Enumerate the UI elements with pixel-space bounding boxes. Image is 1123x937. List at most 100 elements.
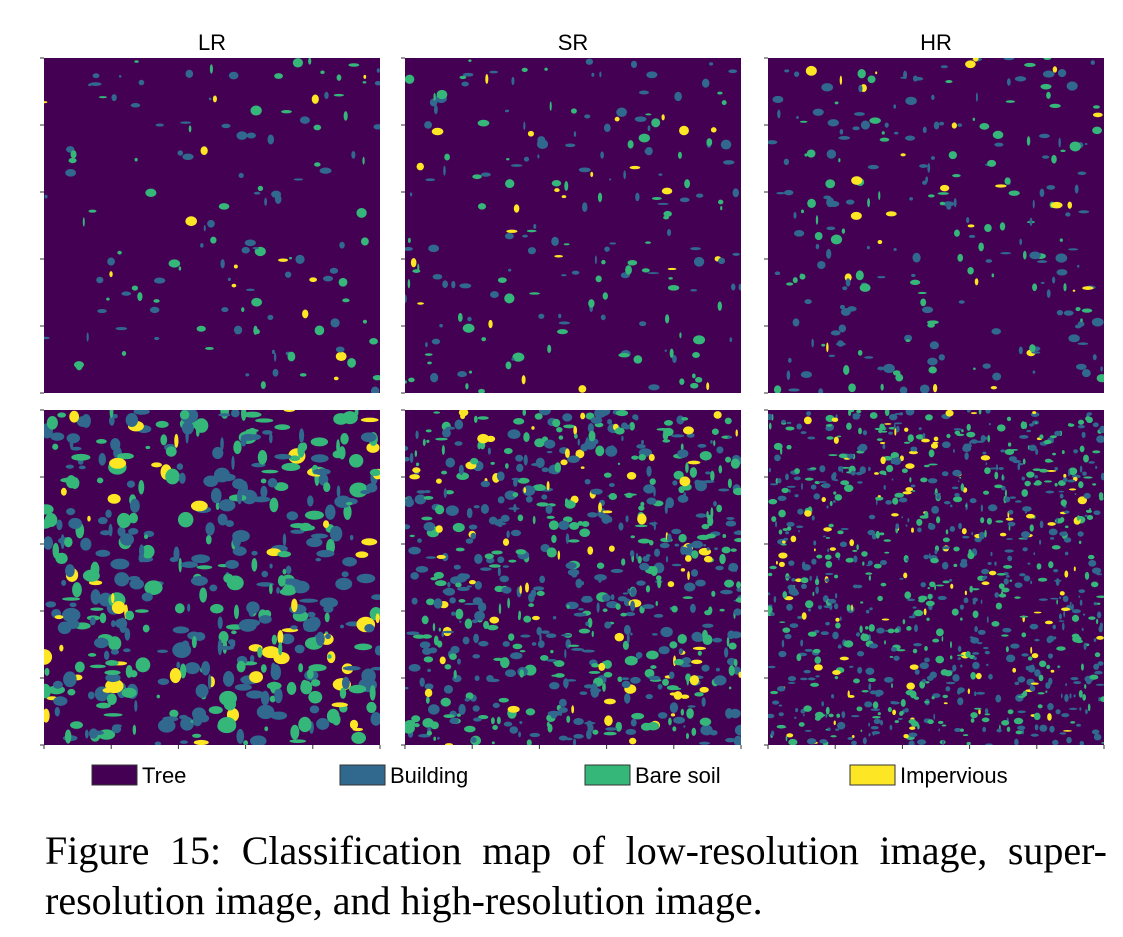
map-patch <box>705 471 711 475</box>
map-patch <box>644 668 655 678</box>
map-patch <box>608 493 618 500</box>
map-patch <box>798 722 805 727</box>
map-patch <box>504 109 510 113</box>
map-patch <box>893 655 900 661</box>
map-patch <box>651 196 662 200</box>
map-patch <box>578 608 584 611</box>
map-patch <box>848 383 856 393</box>
map-patch <box>550 649 554 654</box>
map-patch <box>801 612 807 620</box>
map-patch <box>571 647 585 652</box>
map-patch <box>1015 694 1024 702</box>
map-patch <box>909 664 919 670</box>
map-patch <box>326 708 340 724</box>
map-patch <box>587 617 593 628</box>
map-patch <box>637 538 651 544</box>
map-patch <box>935 584 944 587</box>
map-patch <box>654 613 664 618</box>
map-patch <box>1089 674 1099 680</box>
map-patch <box>666 685 679 691</box>
map-patch <box>620 612 627 617</box>
map-patch <box>115 326 128 331</box>
map-patch <box>709 729 718 736</box>
map-patch <box>277 575 286 587</box>
map-patch <box>522 234 528 238</box>
map-patch <box>664 420 674 426</box>
map-patch <box>1095 683 1104 686</box>
map-patch <box>669 692 678 696</box>
map-patch <box>910 446 918 452</box>
map-patch <box>1069 693 1072 699</box>
map-patch <box>1098 625 1103 633</box>
map-patch <box>309 705 320 714</box>
map-patch <box>825 578 830 583</box>
map-patch <box>736 587 741 592</box>
map-patch <box>1078 595 1081 598</box>
map-patch <box>1039 520 1044 529</box>
map-patch <box>857 666 863 674</box>
map-patch <box>1029 217 1033 227</box>
map-patch <box>180 716 194 731</box>
map-patch <box>541 630 550 634</box>
map-patch <box>409 192 413 197</box>
map-patch <box>937 720 944 724</box>
map-patch <box>1085 709 1088 715</box>
map-patch <box>904 334 913 342</box>
map-patch <box>1060 149 1066 153</box>
map-patch <box>876 627 885 634</box>
map-patch <box>417 538 422 543</box>
map-patch <box>945 686 951 692</box>
map-patch <box>826 149 837 159</box>
map-patch <box>44 536 54 550</box>
map-patch <box>684 179 691 189</box>
map-patch <box>217 639 223 656</box>
map-patch <box>1092 126 1102 135</box>
map-patch <box>574 433 578 439</box>
map-patch <box>405 294 407 303</box>
map-patch <box>258 615 272 624</box>
map-patch <box>1034 669 1041 677</box>
map-patch <box>192 733 202 738</box>
map-patch <box>686 708 694 719</box>
map-patch <box>453 564 461 570</box>
map-patch <box>1075 306 1081 312</box>
map-patch <box>424 121 433 129</box>
map-patch <box>860 633 870 642</box>
map-patch <box>933 436 939 442</box>
map-patch <box>697 443 707 448</box>
map-patch <box>683 725 686 728</box>
map-patch <box>831 473 837 481</box>
map-patch <box>260 485 268 499</box>
map-patch <box>770 612 775 617</box>
map-patch <box>710 470 715 482</box>
map-patch <box>462 636 470 645</box>
map-patch <box>999 222 1006 231</box>
map-patch <box>1000 591 1004 595</box>
map-patch <box>575 449 585 459</box>
map-patch <box>487 678 500 683</box>
map-patch <box>362 81 367 84</box>
map-patch <box>973 707 982 710</box>
map-patch <box>830 735 837 738</box>
map-patch <box>205 522 215 536</box>
map-patch <box>299 428 305 443</box>
map-patch <box>702 629 708 640</box>
map-patch <box>299 116 310 124</box>
map-patch <box>839 75 843 85</box>
map-patch <box>690 247 701 251</box>
map-patch <box>366 701 377 713</box>
map-patch <box>435 525 443 533</box>
map-patch <box>610 568 624 573</box>
map-patch <box>165 446 177 457</box>
map-patch <box>651 118 661 128</box>
map-patch <box>839 656 849 661</box>
map-patch <box>860 729 863 733</box>
map-patch <box>684 546 694 558</box>
map-patch <box>434 580 447 587</box>
map-patch <box>515 549 527 555</box>
map-patch <box>851 740 857 745</box>
map-patch <box>573 717 584 726</box>
map-patch <box>901 516 904 519</box>
map-patch <box>173 546 180 562</box>
map-patch <box>492 702 500 709</box>
